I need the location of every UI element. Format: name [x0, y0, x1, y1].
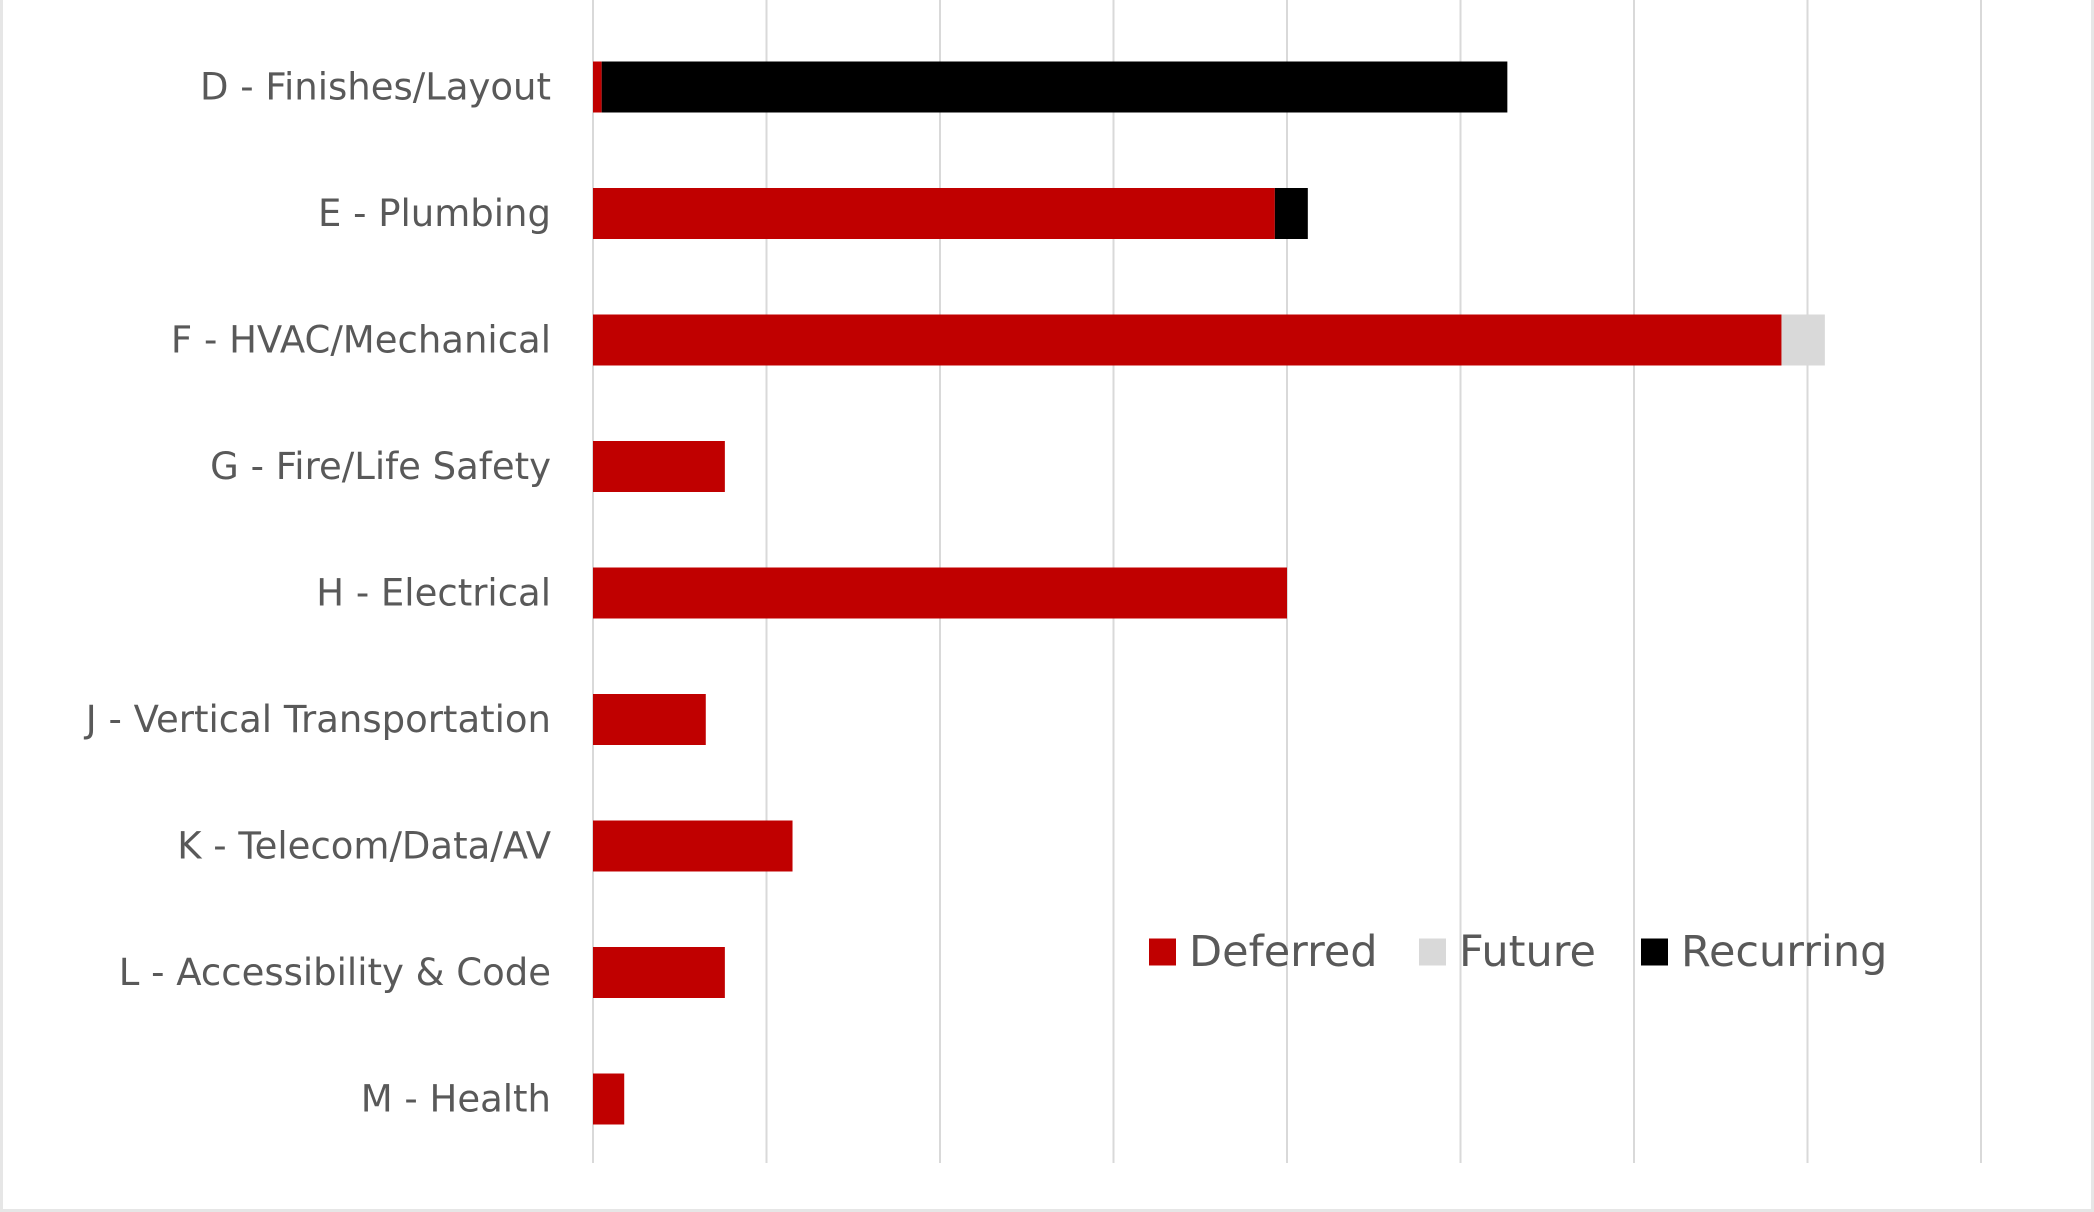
bar-recurring-e-plumbing	[1274, 188, 1308, 239]
bar-deferred-j-vertical-transportation	[593, 694, 706, 745]
legend-label-future: Future	[1459, 927, 1596, 977]
bar-deferred-k-telecom-data-av	[593, 820, 793, 872]
bar-deferred-l-accessibility-code	[593, 947, 725, 998]
bar-deferred-h-electrical	[593, 567, 1287, 619]
bar-future-f-hvac-mechanical	[1781, 314, 1825, 366]
category-label-l-accessibility-code: L - Accessibility & Code	[119, 951, 551, 994]
category-label-g-fire-life-safety: G - Fire/Life Safety	[210, 445, 551, 488]
legend-swatch-deferred	[1149, 938, 1176, 966]
legend-item-recurring: Recurring	[1641, 927, 1887, 977]
bar-recurring-d-finishes-layout	[601, 61, 1508, 113]
legend-label-recurring: Recurring	[1681, 927, 1887, 977]
legend-label-deferred: Deferred	[1189, 927, 1378, 977]
legend-item-future: Future	[1419, 927, 1596, 977]
category-label-f-hvac-mechanical: F - HVAC/Mechanical	[171, 319, 551, 362]
category-label-k-telecom-data-av: K - Telecom/Data/AV	[177, 825, 551, 868]
category-labels: D - Finishes/Layout E - Plumbing F - HVAC/…	[84, 66, 551, 1121]
bar-deferred-m-health	[593, 1073, 625, 1125]
category-label-m-health: M - Health	[361, 1078, 551, 1121]
category-label-h-electrical: H - Electrical	[316, 572, 551, 615]
legend-item-deferred: Deferred	[1149, 927, 1378, 977]
bar-deferred-f-hvac-mechanical	[593, 314, 1782, 366]
legend: Deferred Future Recurring	[1149, 927, 1887, 977]
legend-swatch-recurring	[1641, 938, 1668, 966]
bar-deferred-e-plumbing	[593, 188, 1275, 239]
category-label-d-finishes-layout: D - Finishes/Layout	[200, 66, 551, 109]
legend-swatch-future	[1419, 938, 1446, 966]
bar-deferred-d-finishes-layout	[593, 61, 602, 113]
bar-deferred-g-fire-life-safety	[593, 441, 725, 492]
bar-chart: D - Finishes/Layout E - Plumbing F - HVAC/…	[84, 0, 1982, 1163]
category-label-j-vertical-transportation: J - Vertical Transportation	[84, 698, 551, 741]
category-label-e-plumbing: E - Plumbing	[318, 192, 551, 235]
bars	[593, 61, 1825, 1125]
